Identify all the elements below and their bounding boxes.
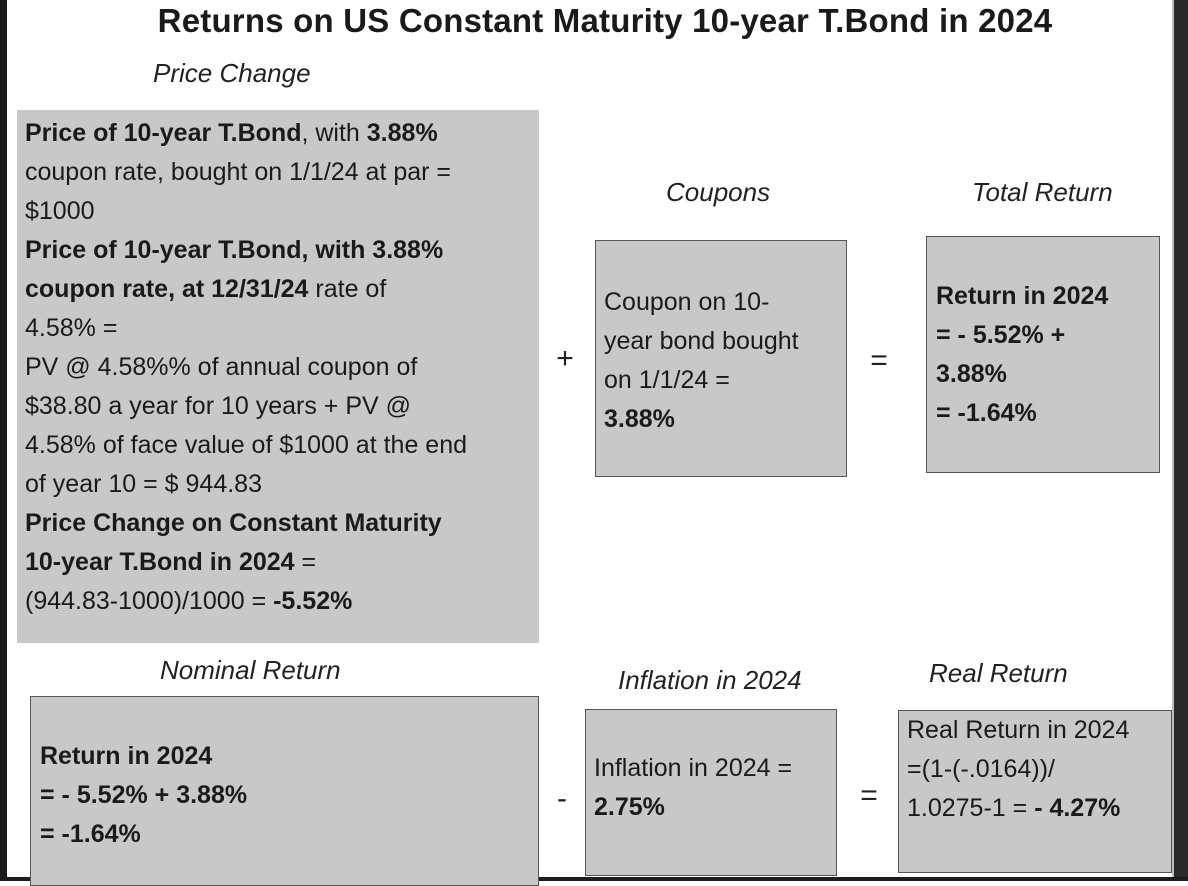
total-return-heading: Total Return: [972, 177, 1113, 207]
text-segment: =: [294, 548, 317, 576]
text-segment: coupon rate, at 12/31/24: [25, 275, 309, 303]
text-segment: - 4.27%: [1034, 794, 1121, 822]
inflation-heading: Inflation in 2024: [618, 665, 802, 695]
text-segment: Price of 10-year T.Bond: [25, 119, 302, 147]
text-segment: year bond bought: [604, 327, 799, 355]
text-segment: 10-year T.Bond in 2024: [25, 548, 295, 576]
text-segment: PV @ 4.58%% of annual coupon of: [25, 353, 418, 381]
inflation-line: 2.75%: [594, 788, 836, 827]
text-segment: rate of: [308, 275, 387, 303]
text-segment: = -1.64%: [40, 820, 141, 848]
price-change-box: Price of 10-year T.Bond, with 3.88% coupo…: [17, 110, 539, 643]
text-segment: Coupon on 10-: [604, 288, 770, 316]
nominal-return-line: = - 5.52% + 3.88%: [40, 776, 538, 815]
text-segment: on 1/1/24 =: [604, 366, 730, 394]
price-change-line: PV @ 4.58%% of annual coupon of: [25, 348, 539, 387]
nominal-return-heading: Nominal Return: [160, 655, 341, 685]
inflation-line: Inflation in 2024 =: [594, 749, 836, 788]
text-segment: 2.75%: [594, 793, 665, 821]
text-segment: -5.52%: [273, 587, 353, 615]
total-return-line: 3.88%: [936, 355, 1159, 394]
real-return-line: Real Return in 2024: [907, 711, 1171, 750]
minus-operator: -: [557, 782, 567, 815]
text-segment: Price of 10-year T.Bond, with 3.88%: [25, 236, 444, 264]
text-segment: Inflation in 2024 =: [594, 754, 793, 782]
text-segment: = - 5.52% +: [936, 321, 1066, 349]
price-change-line: coupon rate, bought on 1/1/24 at par =: [25, 153, 539, 192]
text-segment: 3.88%: [936, 360, 1007, 388]
text-segment: =(1-(-.0164))/: [907, 755, 1055, 783]
price-change-line: $38.80 a year for 10 years + PV @: [25, 387, 539, 426]
text-segment: 1.0275-1 =: [907, 794, 1035, 822]
text-segment: $38.80 a year for 10 years + PV @: [25, 392, 412, 420]
total-return-box: Return in 2024 = - 5.52% + 3.88% = -1.64%: [926, 236, 1160, 473]
price-change-line: Price of 10-year T.Bond, with 3.88%: [25, 114, 539, 153]
total-return-line: = - 5.52% +: [936, 316, 1159, 355]
text-segment: Price Change on Constant Maturity: [25, 509, 442, 537]
nominal-return-line: Return in 2024: [40, 737, 538, 776]
text-segment: Real Return in 2024: [907, 716, 1130, 744]
coupons-line: 3.88%: [604, 400, 846, 439]
text-segment: $1000: [25, 197, 95, 225]
text-segment: = -1.64%: [936, 399, 1037, 427]
frame-right-inner-edge: [1172, 0, 1174, 881]
plus-operator: +: [556, 342, 574, 375]
text-segment: 3.88%: [604, 405, 675, 433]
total-return-line: = -1.64%: [936, 394, 1159, 433]
text-segment: Return in 2024: [936, 282, 1109, 310]
price-change-line: 4.58% of face value of $1000 at the end: [25, 426, 539, 465]
coupons-line: on 1/1/24 =: [604, 361, 846, 400]
coupons-heading: Coupons: [666, 177, 771, 207]
price-change-heading: Price Change: [153, 58, 311, 88]
price-change-line: of year 10 = $ 944.83: [25, 465, 539, 504]
coupons-line: year bond bought: [604, 322, 846, 361]
text-segment: 4.58% of face value of $1000 at the end: [25, 431, 468, 459]
coupons-line: Coupon on 10-: [604, 283, 846, 322]
text-segment: of year 10 = $ 944.83: [25, 470, 262, 498]
price-change-line: Price of 10-year T.Bond, with 3.88%: [25, 231, 539, 270]
price-change-line: 10-year T.Bond in 2024 =: [25, 543, 539, 582]
price-change-line: $1000: [25, 192, 539, 231]
text-segment: = - 5.52% + 3.88%: [40, 781, 248, 809]
text-segment: 4.58% =: [25, 314, 118, 342]
text-segment: coupon rate, bought on 1/1/24 at par =: [25, 158, 452, 186]
coupons-box: Coupon on 10- year bond bought on 1/1/24 =…: [595, 240, 847, 477]
equals-operator-bottom: =: [860, 779, 878, 812]
nominal-return-box: Return in 2024 = - 5.52% + 3.88% = -1.64%: [30, 696, 539, 886]
frame-left-edge: [0, 0, 7, 881]
frame-right-edge: [1174, 0, 1188, 881]
nominal-return-line: = -1.64%: [40, 815, 538, 854]
equals-operator-top: =: [870, 344, 888, 377]
real-return-line: =(1-(-.0164))/: [907, 750, 1171, 789]
text-segment: Return in 2024: [40, 742, 213, 770]
page-title: Returns on US Constant Maturity 10-year …: [157, 2, 1053, 39]
text-segment: , with: [301, 119, 367, 147]
price-change-line: (944.83-1000)/1000 = -5.52%: [25, 582, 539, 621]
real-return-heading: Real Return: [929, 658, 1068, 688]
real-return-line: 1.0275-1 = - 4.27%: [907, 789, 1171, 828]
real-return-box: Real Return in 2024 =(1-(-.0164))/ 1.0275-…: [898, 710, 1172, 873]
price-change-line: 4.58% =: [25, 309, 539, 348]
price-change-line: coupon rate, at 12/31/24 rate of: [25, 270, 539, 309]
inflation-box: Inflation in 2024 = 2.75%: [585, 709, 837, 876]
total-return-line: Return in 2024: [936, 277, 1159, 316]
frame-bottom-edge: [0, 877, 1188, 881]
text-segment: (944.83-1000)/1000 =: [25, 587, 274, 615]
price-change-line: Price Change on Constant Maturity: [25, 504, 539, 543]
text-segment: 3.88%: [366, 119, 438, 147]
